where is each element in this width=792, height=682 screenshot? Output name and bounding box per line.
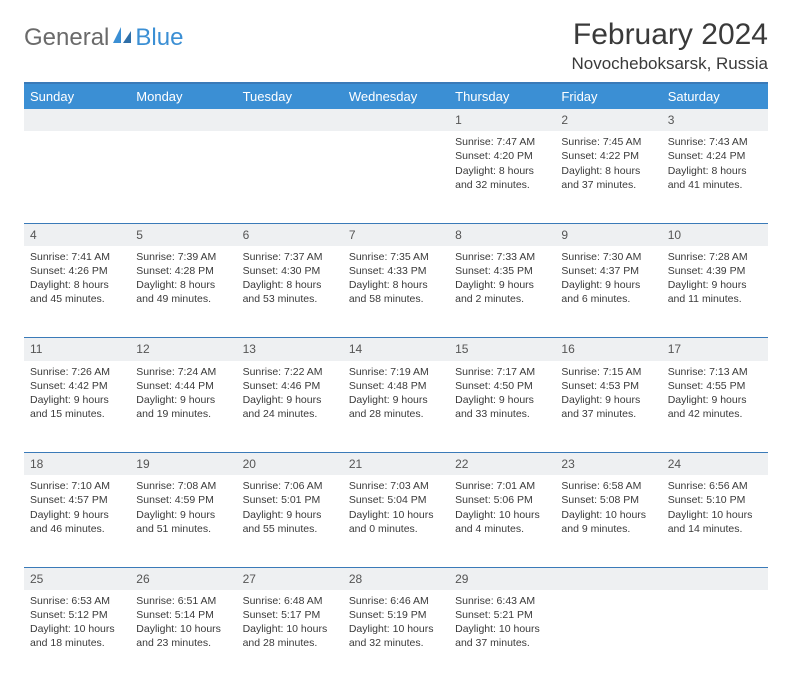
info-row: Sunrise: 7:10 AMSunset: 4:57 PMDaylight:…: [24, 475, 768, 567]
day-info-cell: Sunrise: 7:35 AMSunset: 4:33 PMDaylight:…: [343, 246, 449, 338]
daynum-row: 123: [24, 109, 768, 131]
info-row: Sunrise: 7:26 AMSunset: 4:42 PMDaylight:…: [24, 361, 768, 453]
day-info-cell: Sunrise: 7:26 AMSunset: 4:42 PMDaylight:…: [24, 361, 130, 453]
day-info-cell: [24, 131, 130, 223]
day-number-cell: 2: [555, 109, 661, 131]
day-info-cell: Sunrise: 7:39 AMSunset: 4:28 PMDaylight:…: [130, 246, 236, 338]
header-row: General Blue February 2024 Novocheboksar…: [24, 18, 768, 74]
day-info-cell: Sunrise: 6:46 AMSunset: 5:19 PMDaylight:…: [343, 590, 449, 682]
day-info-cell: Sunrise: 7:30 AMSunset: 4:37 PMDaylight:…: [555, 246, 661, 338]
day-number-cell: 13: [237, 338, 343, 361]
day-info-cell: Sunrise: 7:08 AMSunset: 4:59 PMDaylight:…: [130, 475, 236, 567]
day-number-cell: 19: [130, 453, 236, 476]
day-number-cell: 8: [449, 223, 555, 246]
day-info-cell: Sunrise: 7:17 AMSunset: 4:50 PMDaylight:…: [449, 361, 555, 453]
day-info-cell: Sunrise: 7:03 AMSunset: 5:04 PMDaylight:…: [343, 475, 449, 567]
day-number-cell: 21: [343, 453, 449, 476]
day-number-cell: 12: [130, 338, 236, 361]
daynum-row: 11121314151617: [24, 338, 768, 361]
day-info-cell: [343, 131, 449, 223]
day-info-cell: Sunrise: 6:56 AMSunset: 5:10 PMDaylight:…: [662, 475, 768, 567]
day-info-cell: Sunrise: 7:22 AMSunset: 4:46 PMDaylight:…: [237, 361, 343, 453]
day-number-cell: 10: [662, 223, 768, 246]
daynum-row: 2526272829: [24, 567, 768, 590]
day-info-cell: Sunrise: 7:33 AMSunset: 4:35 PMDaylight:…: [449, 246, 555, 338]
day-number-cell: 22: [449, 453, 555, 476]
dow-fri: Friday: [555, 84, 661, 109]
day-info-cell: Sunrise: 7:10 AMSunset: 4:57 PMDaylight:…: [24, 475, 130, 567]
info-row: Sunrise: 7:41 AMSunset: 4:26 PMDaylight:…: [24, 246, 768, 338]
month-title: February 2024: [571, 18, 768, 52]
day-number-cell: [237, 109, 343, 131]
logo: General Blue: [24, 24, 183, 52]
day-number-cell: 15: [449, 338, 555, 361]
day-info-cell: Sunrise: 7:43 AMSunset: 4:24 PMDaylight:…: [662, 131, 768, 223]
dow-tue: Tuesday: [237, 84, 343, 109]
day-number-cell: 6: [237, 223, 343, 246]
day-info-cell: Sunrise: 6:48 AMSunset: 5:17 PMDaylight:…: [237, 590, 343, 682]
day-info-cell: Sunrise: 7:37 AMSunset: 4:30 PMDaylight:…: [237, 246, 343, 338]
day-number-cell: 17: [662, 338, 768, 361]
day-info-cell: Sunrise: 7:45 AMSunset: 4:22 PMDaylight:…: [555, 131, 661, 223]
title-block: February 2024 Novocheboksarsk, Russia: [571, 18, 768, 74]
day-info-cell: Sunrise: 7:19 AMSunset: 4:48 PMDaylight:…: [343, 361, 449, 453]
day-number-cell: 4: [24, 223, 130, 246]
day-number-cell: 11: [24, 338, 130, 361]
day-info-cell: Sunrise: 7:41 AMSunset: 4:26 PMDaylight:…: [24, 246, 130, 338]
day-number-cell: 16: [555, 338, 661, 361]
day-info-cell: Sunrise: 7:06 AMSunset: 5:01 PMDaylight:…: [237, 475, 343, 567]
day-info-cell: Sunrise: 7:01 AMSunset: 5:06 PMDaylight:…: [449, 475, 555, 567]
info-row: Sunrise: 7:47 AMSunset: 4:20 PMDaylight:…: [24, 131, 768, 223]
calendar-table: Sunday Monday Tuesday Wednesday Thursday…: [24, 84, 768, 682]
day-number-cell: 29: [449, 567, 555, 590]
day-number-cell: 26: [130, 567, 236, 590]
day-number-cell: 9: [555, 223, 661, 246]
day-number-cell: [343, 109, 449, 131]
day-info-cell: Sunrise: 6:53 AMSunset: 5:12 PMDaylight:…: [24, 590, 130, 682]
dow-header-row: Sunday Monday Tuesday Wednesday Thursday…: [24, 84, 768, 109]
day-number-cell: [130, 109, 236, 131]
logo-text-blue: Blue: [135, 24, 183, 52]
day-number-cell: 14: [343, 338, 449, 361]
day-number-cell: 20: [237, 453, 343, 476]
day-info-cell: Sunrise: 7:15 AMSunset: 4:53 PMDaylight:…: [555, 361, 661, 453]
day-info-cell: Sunrise: 6:58 AMSunset: 5:08 PMDaylight:…: [555, 475, 661, 567]
day-number-cell: 3: [662, 109, 768, 131]
dow-sat: Saturday: [662, 84, 768, 109]
day-info-cell: Sunrise: 7:24 AMSunset: 4:44 PMDaylight:…: [130, 361, 236, 453]
day-info-cell: [662, 590, 768, 682]
daynum-row: 45678910: [24, 223, 768, 246]
day-number-cell: 25: [24, 567, 130, 590]
day-info-cell: [130, 131, 236, 223]
day-info-cell: Sunrise: 7:47 AMSunset: 4:20 PMDaylight:…: [449, 131, 555, 223]
day-info-cell: Sunrise: 7:13 AMSunset: 4:55 PMDaylight:…: [662, 361, 768, 453]
dow-wed: Wednesday: [343, 84, 449, 109]
day-number-cell: [555, 567, 661, 590]
day-number-cell: [662, 567, 768, 590]
dow-thu: Thursday: [449, 84, 555, 109]
daynum-row: 18192021222324: [24, 453, 768, 476]
day-number-cell: 7: [343, 223, 449, 246]
day-number-cell: 27: [237, 567, 343, 590]
day-number-cell: 24: [662, 453, 768, 476]
logo-sail-icon: [111, 24, 133, 52]
dow-sun: Sunday: [24, 84, 130, 109]
calendar-body: 123Sunrise: 7:47 AMSunset: 4:20 PMDaylig…: [24, 109, 768, 682]
day-info-cell: Sunrise: 7:28 AMSunset: 4:39 PMDaylight:…: [662, 246, 768, 338]
day-info-cell: [237, 131, 343, 223]
day-number-cell: 18: [24, 453, 130, 476]
logo-text-general: General: [24, 24, 109, 52]
day-info-cell: [555, 590, 661, 682]
day-number-cell: 5: [130, 223, 236, 246]
day-number-cell: 28: [343, 567, 449, 590]
day-number-cell: 1: [449, 109, 555, 131]
day-info-cell: Sunrise: 6:43 AMSunset: 5:21 PMDaylight:…: [449, 590, 555, 682]
day-number-cell: 23: [555, 453, 661, 476]
info-row: Sunrise: 6:53 AMSunset: 5:12 PMDaylight:…: [24, 590, 768, 682]
day-number-cell: [24, 109, 130, 131]
location-subtitle: Novocheboksarsk, Russia: [571, 54, 768, 74]
dow-mon: Monday: [130, 84, 236, 109]
day-info-cell: Sunrise: 6:51 AMSunset: 5:14 PMDaylight:…: [130, 590, 236, 682]
